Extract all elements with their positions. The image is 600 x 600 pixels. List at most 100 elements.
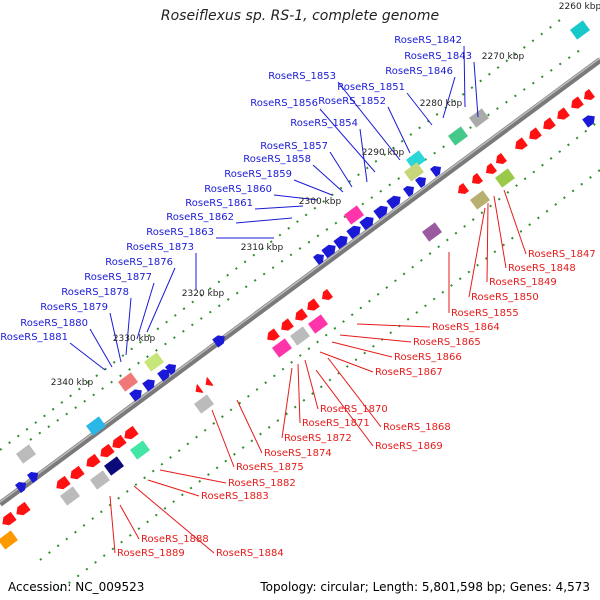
forward-gene-arrow[interactable] — [129, 386, 145, 402]
upper-gene-label[interactable]: RoseRS_1863 — [146, 227, 214, 238]
forward-gene-arrow[interactable] — [430, 163, 444, 177]
reverse-gene-arrow[interactable] — [319, 289, 333, 303]
lower-gene-label[interactable]: RoseRS_1847 — [528, 249, 596, 260]
forward-gene-arrow[interactable] — [165, 361, 179, 375]
gene-feature-box[interactable] — [16, 444, 36, 464]
lower-gene-label[interactable]: RoseRS_1883 — [201, 491, 269, 502]
reverse-gene-arrow[interactable] — [0, 511, 17, 528]
upper-gene-label[interactable]: RoseRS_1843 — [404, 51, 472, 62]
lower-gene-label[interactable]: RoseRS_1874 — [264, 448, 332, 459]
upper-gene-label[interactable]: RoseRS_1852 — [318, 96, 386, 107]
upper-gene-label[interactable]: RoseRS_1878 — [61, 287, 129, 298]
lower-gene-label[interactable]: RoseRS_1864 — [432, 322, 500, 333]
forward-gene-arrow[interactable] — [321, 242, 338, 259]
gene-feature-box[interactable] — [406, 150, 426, 170]
lower-gene-label[interactable]: RoseRS_1870 — [320, 404, 388, 415]
reverse-gene-arrow[interactable] — [512, 137, 528, 152]
gene-feature-box[interactable] — [118, 372, 138, 392]
forward-gene-arrow[interactable] — [415, 174, 429, 188]
lower-gene-label[interactable]: RoseRS_1867 — [375, 367, 443, 378]
lower-gene-label[interactable]: RoseRS_1849 — [489, 277, 557, 288]
gene-feature-box[interactable] — [308, 314, 328, 334]
reverse-gene-arrow[interactable] — [554, 107, 570, 122]
reverse-gene-arrow[interactable] — [121, 425, 139, 442]
reverse-gene-arrow[interactable] — [493, 153, 507, 167]
upper-gene-label[interactable]: RoseRS_1873 — [126, 242, 194, 253]
upper-gene-label[interactable]: RoseRS_1879 — [40, 302, 108, 313]
reverse-gene-arrow[interactable] — [483, 163, 497, 177]
upper-gene-label[interactable]: RoseRS_1846 — [385, 66, 453, 77]
forward-gene-arrow[interactable] — [373, 203, 390, 220]
gene-feature-box[interactable] — [130, 440, 150, 460]
forward-gene-arrow[interactable] — [142, 376, 158, 392]
lower-gene-label[interactable]: RoseRS_1848 — [508, 263, 576, 274]
forward-gene-arrow[interactable] — [582, 112, 598, 128]
gene-feature-box[interactable] — [448, 126, 468, 146]
upper-gene-label[interactable]: RoseRS_1859 — [224, 169, 292, 180]
reverse-gene-arrow[interactable] — [455, 183, 469, 197]
gene-feature-box[interactable] — [469, 108, 489, 128]
gene-feature-box[interactable] — [422, 222, 442, 242]
upper-gene-label[interactable]: RoseRS_1853 — [268, 71, 336, 82]
reverse-gene-arrow[interactable] — [469, 173, 483, 187]
lower-gene-label[interactable]: RoseRS_1871 — [302, 418, 370, 429]
upper-gene-label[interactable]: RoseRS_1842 — [394, 35, 462, 46]
gene-feature-box[interactable] — [570, 20, 590, 40]
reverse-gene-arrow[interactable] — [53, 475, 71, 492]
gene-feature-box[interactable] — [86, 416, 106, 436]
gene-feature-box[interactable] — [144, 352, 164, 372]
reverse-gene-arrow[interactable] — [304, 298, 320, 313]
reverse-gene-arrow[interactable] — [278, 318, 294, 333]
gene-feature-box[interactable] — [90, 470, 110, 490]
reverse-gene-arrow[interactable] — [568, 96, 584, 111]
reverse-gene-arrow[interactable] — [203, 377, 214, 389]
upper-gene-label[interactable]: RoseRS_1854 — [290, 118, 358, 129]
upper-gene-label[interactable]: RoseRS_1877 — [84, 272, 152, 283]
reverse-gene-arrow[interactable] — [193, 384, 204, 396]
upper-gene-label[interactable]: RoseRS_1856 — [250, 98, 318, 109]
lower-gene-label[interactable]: RoseRS_1882 — [228, 478, 296, 489]
upper-gene-label[interactable]: RoseRS_1881 — [0, 332, 68, 343]
lower-gene-label[interactable]: RoseRS_1872 — [284, 433, 352, 444]
gene-feature-box[interactable] — [495, 168, 515, 188]
forward-gene-arrow[interactable] — [212, 332, 228, 348]
forward-gene-arrow[interactable] — [346, 223, 363, 240]
reverse-gene-arrow[interactable] — [67, 465, 85, 482]
upper-gene-label[interactable]: RoseRS_1858 — [243, 154, 311, 165]
upper-gene-label[interactable]: RoseRS_1880 — [20, 318, 88, 329]
lower-gene-label[interactable]: RoseRS_1866 — [394, 352, 462, 363]
forward-gene-arrow[interactable] — [403, 183, 417, 197]
reverse-gene-arrow[interactable] — [264, 328, 280, 343]
lower-gene-label[interactable]: RoseRS_1884 — [216, 548, 284, 559]
gene-feature-box[interactable] — [404, 162, 424, 182]
upper-gene-label[interactable]: RoseRS_1857 — [260, 141, 328, 152]
lower-gene-label[interactable]: RoseRS_1889 — [117, 548, 185, 559]
upper-gene-label[interactable]: RoseRS_1862 — [166, 212, 234, 223]
gene-feature-box[interactable] — [290, 326, 310, 346]
lower-gene-label[interactable]: RoseRS_1855 — [451, 308, 519, 319]
reverse-gene-arrow[interactable] — [109, 434, 127, 451]
reverse-gene-arrow[interactable] — [581, 89, 595, 103]
forward-gene-arrow[interactable] — [359, 214, 376, 231]
reverse-gene-arrow[interactable] — [13, 501, 31, 518]
lower-gene-label[interactable]: RoseRS_1850 — [471, 292, 539, 303]
lower-gene-label[interactable]: RoseRS_1869 — [375, 441, 443, 452]
upper-gene-label[interactable]: RoseRS_1861 — [185, 198, 253, 209]
forward-gene-arrow[interactable] — [157, 366, 173, 382]
gene-feature-box[interactable] — [470, 190, 490, 210]
forward-gene-arrow[interactable] — [27, 469, 41, 483]
forward-gene-arrow[interactable] — [333, 233, 350, 250]
reverse-gene-arrow[interactable] — [540, 117, 556, 132]
upper-gene-label[interactable]: RoseRS_1860 — [204, 184, 272, 195]
reverse-gene-arrow[interactable] — [292, 308, 308, 323]
gene-feature-box[interactable] — [104, 456, 124, 476]
upper-gene-label[interactable]: RoseRS_1851 — [337, 82, 405, 93]
gene-feature-box[interactable] — [272, 338, 292, 358]
lower-gene-label[interactable]: RoseRS_1875 — [236, 462, 304, 473]
gene-feature-box[interactable] — [194, 394, 214, 414]
reverse-gene-arrow[interactable] — [97, 443, 115, 460]
lower-gene-label[interactable]: RoseRS_1888 — [141, 534, 209, 545]
forward-gene-arrow[interactable] — [386, 193, 403, 210]
forward-gene-arrow[interactable] — [313, 251, 327, 265]
upper-gene-label[interactable]: RoseRS_1876 — [105, 257, 173, 268]
